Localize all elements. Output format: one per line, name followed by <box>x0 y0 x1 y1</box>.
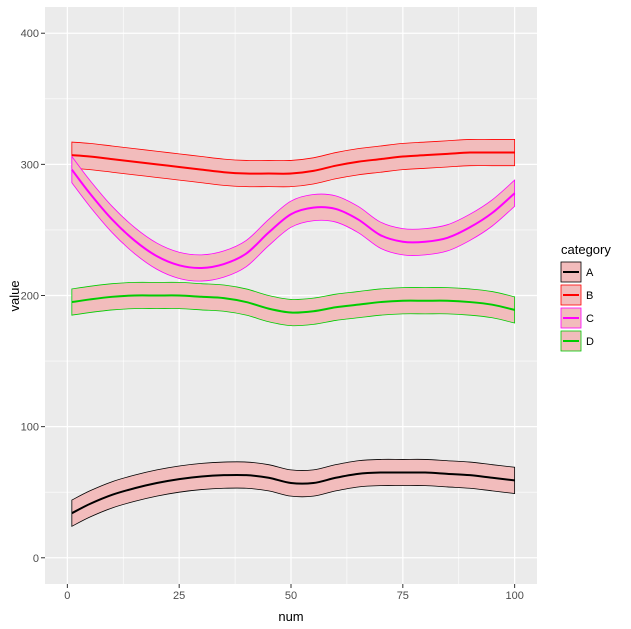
axis-ticks: 0 25 50 75 100 0 100 200 300 400 <box>21 28 524 602</box>
y-tick-label: 0 <box>33 553 39 565</box>
band-A <box>71 458 516 527</box>
legend-label-D: D <box>586 336 594 348</box>
y-tick-label: 200 <box>21 291 39 303</box>
y-tick-label: 100 <box>21 422 39 434</box>
x-tick-label: 75 <box>397 590 409 602</box>
band-B <box>71 138 516 188</box>
legend-item-A: A <box>560 261 594 283</box>
y-tick-label: 400 <box>21 28 39 40</box>
legend-item-D: D <box>560 330 594 352</box>
x-tick-label: 100 <box>505 590 523 602</box>
y-axis-title: value <box>7 280 22 311</box>
x-tick-label: 50 <box>285 590 297 602</box>
line-A <box>71 471 515 515</box>
x-axis-title: num <box>278 609 303 624</box>
legend-label-A: A <box>586 267 594 279</box>
legend-label-B: B <box>586 290 593 302</box>
line-D <box>71 294 515 314</box>
line-C <box>71 169 516 269</box>
x-tick-label: 0 <box>64 590 70 602</box>
x-tick-label: 25 <box>173 590 185 602</box>
line-B <box>71 151 515 175</box>
band-C <box>71 155 516 282</box>
legend-label-C: C <box>586 313 594 325</box>
confidence-bands <box>71 138 516 527</box>
band-D <box>71 281 516 327</box>
y-tick-label: 300 <box>21 159 39 171</box>
series-lines <box>71 151 516 515</box>
legend-item-B: B <box>560 284 593 306</box>
legend-item-C: C <box>560 307 594 329</box>
legend-title: category <box>561 242 611 257</box>
